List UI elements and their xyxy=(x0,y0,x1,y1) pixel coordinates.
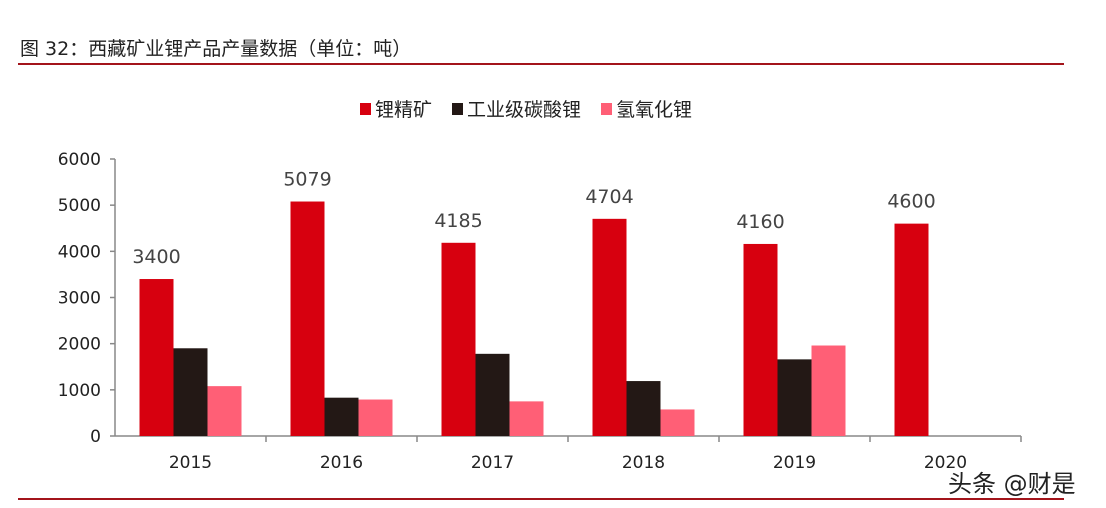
x-tick-label: 2016 xyxy=(320,453,363,473)
x-tick-label: 2018 xyxy=(622,453,665,473)
bar-2015-2 xyxy=(207,386,242,436)
bar-2018-2 xyxy=(660,409,695,436)
x-tick-label: 2020 xyxy=(924,453,967,473)
x-tick-label: 2019 xyxy=(773,453,816,473)
data-label: 4600 xyxy=(887,191,935,213)
y-tick-label: 3000 xyxy=(58,289,101,309)
bar-2019-1 xyxy=(777,359,812,436)
y-tick-label: 0 xyxy=(90,427,101,447)
data-label: 3400 xyxy=(132,246,180,268)
bar-2018-0 xyxy=(592,218,627,436)
bar-2016-1 xyxy=(324,397,359,436)
data-label: 4185 xyxy=(434,210,482,232)
y-tick-label: 6000 xyxy=(58,150,101,170)
data-label: 4704 xyxy=(585,186,633,208)
legend-label: 氢氧化锂 xyxy=(616,99,692,121)
legend-swatch xyxy=(452,103,463,115)
bar-2015-1 xyxy=(173,348,208,436)
bar-2017-1 xyxy=(475,353,510,436)
data-label: 4160 xyxy=(736,211,784,233)
legend-label: 工业级碳酸锂 xyxy=(467,99,581,121)
bar-2018-1 xyxy=(626,381,661,436)
data-label: 5079 xyxy=(283,169,331,191)
bar-2017-0 xyxy=(441,242,476,436)
figure-title: 图 32：西藏矿业锂产品产量数据（单位：吨） xyxy=(20,38,412,60)
y-tick-label: 4000 xyxy=(58,242,101,262)
bar-2015-0 xyxy=(139,279,174,436)
bar-2019-0 xyxy=(743,243,778,436)
bar-2019-2 xyxy=(811,345,846,436)
legend-swatch xyxy=(601,103,612,115)
x-tick-label: 2017 xyxy=(471,453,514,473)
y-tick-label: 2000 xyxy=(58,335,101,355)
bar-2016-0 xyxy=(290,201,325,436)
legend-swatch xyxy=(360,103,371,115)
watermark: 头条 @财是 xyxy=(948,470,1076,498)
x-tick-label: 2015 xyxy=(169,453,212,473)
legend-label: 锂精矿 xyxy=(375,99,432,121)
y-tick-label: 1000 xyxy=(58,381,101,401)
bar-2020-0 xyxy=(894,223,929,436)
y-tick-label: 5000 xyxy=(58,196,101,216)
bar-2017-2 xyxy=(509,401,544,436)
bar-2016-2 xyxy=(358,399,393,436)
